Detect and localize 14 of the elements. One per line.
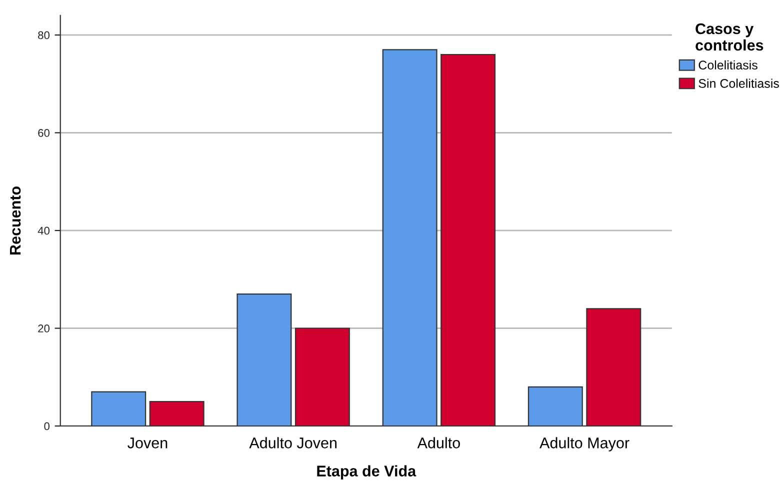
y-tick-label: 0	[44, 422, 50, 430]
legend-label: Colelitiasis	[698, 60, 758, 70]
y-tick-label: 40	[38, 226, 50, 235]
y-tick-label: 60	[38, 129, 50, 137]
x-tick-label: Adulto	[417, 437, 460, 448]
x-tick-label: Adulto Joven	[249, 437, 337, 448]
y-tick-label: 20	[38, 324, 50, 332]
legend-label: Sin Colelitiasis	[698, 78, 779, 88]
legend-title: Casos y controles	[696, 23, 764, 51]
x-tick-label: Joven	[128, 438, 168, 448]
y-tick-label: 80	[38, 31, 50, 40]
x-axis-title: Etapa de Vida	[317, 465, 416, 480]
x-tick-label: Adulto Mayor	[540, 437, 630, 452]
y-axis-title: Recuento	[10, 186, 21, 255]
